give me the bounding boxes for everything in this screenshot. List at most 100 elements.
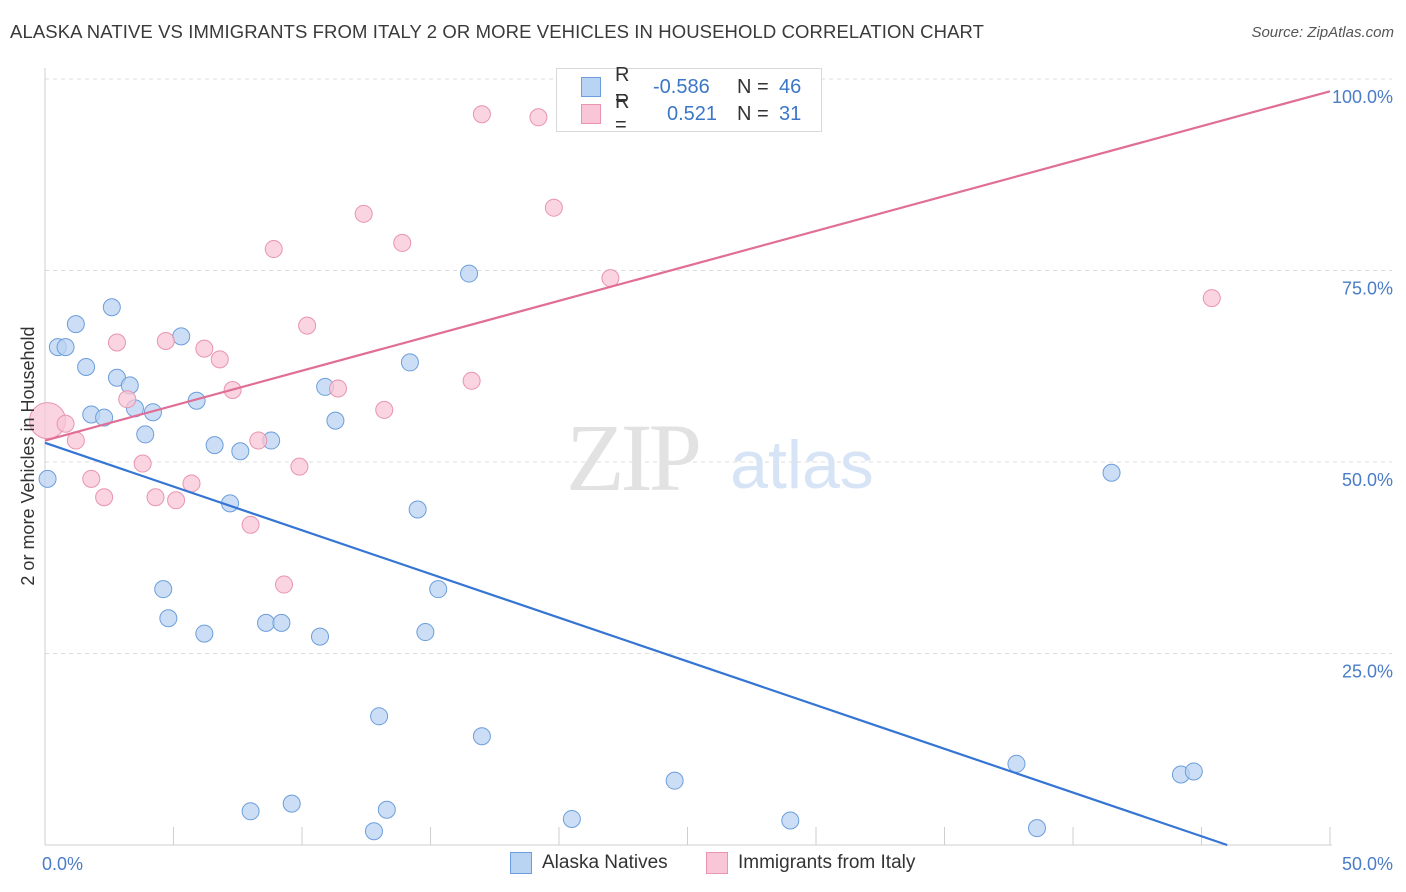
grid-lines bbox=[45, 78, 1392, 654]
point-alaska bbox=[102, 298, 121, 317]
point-alaska bbox=[472, 727, 491, 746]
trend-lines bbox=[44, 90, 1331, 847]
point-alaska bbox=[136, 425, 155, 444]
correlation-legend: R = -0.586 N = 46 R = 0.521 N = 31 bbox=[556, 64, 822, 136]
point-alaska bbox=[205, 436, 224, 455]
series-label-alaska: Alaska Natives bbox=[542, 852, 668, 873]
point-alaska bbox=[1007, 754, 1026, 773]
y-axis-label: 2 or more Vehicles in Household bbox=[18, 326, 38, 585]
series-legend-italy[interactable]: Immigrants from Italy bbox=[706, 852, 915, 874]
legend-row-italy: R = 0.521 N = 31 bbox=[581, 91, 802, 136]
point-alaska bbox=[231, 442, 250, 461]
point-italy bbox=[298, 316, 317, 335]
watermark: ZIP atlas bbox=[566, 404, 874, 511]
point-alaska bbox=[370, 707, 389, 726]
point-alaska bbox=[38, 469, 57, 488]
point-alaska bbox=[400, 353, 419, 372]
series-label-italy: Immigrants from Italy bbox=[738, 852, 916, 873]
legend-n-value: 31 bbox=[779, 102, 802, 125]
point-italy bbox=[118, 390, 137, 409]
point-alaska bbox=[1102, 463, 1121, 482]
x-tick-label-min: 0.0% bbox=[42, 854, 83, 874]
point-italy bbox=[210, 350, 229, 369]
point-italy bbox=[107, 333, 126, 352]
point-alaska bbox=[272, 613, 291, 632]
point-alaska bbox=[665, 771, 684, 790]
point-alaska bbox=[77, 358, 96, 377]
point-italy bbox=[249, 431, 268, 450]
y-tick-label: 100.0% bbox=[1332, 87, 1393, 107]
point-italy bbox=[167, 491, 186, 510]
series-legend-alaska[interactable]: Alaska Natives bbox=[510, 852, 668, 874]
point-alaska bbox=[95, 408, 114, 427]
point-alaska bbox=[154, 580, 173, 599]
point-italy bbox=[472, 105, 491, 124]
point-italy bbox=[375, 400, 394, 419]
point-italy bbox=[195, 339, 214, 358]
trend-line-alaska bbox=[44, 441, 1228, 847]
legend-r-value: 0.521 bbox=[667, 102, 718, 125]
point-alaska bbox=[408, 500, 427, 519]
point-italy bbox=[264, 240, 283, 259]
x-tick-label-max: 50.0% bbox=[1342, 854, 1393, 874]
series-swatch-alaska bbox=[510, 852, 532, 874]
point-alaska bbox=[310, 627, 329, 646]
point-italy bbox=[529, 108, 548, 127]
point-alaska bbox=[326, 411, 345, 430]
legend-r-label: R = bbox=[615, 91, 630, 136]
tick-labels: 25.0% 50.0% 75.0% 100.0% 0.0% 50.0% bbox=[42, 87, 1393, 874]
point-alaska bbox=[429, 580, 448, 599]
point-italy bbox=[462, 371, 481, 390]
y-tick-label: 75.0% bbox=[1342, 279, 1393, 299]
point-italy bbox=[82, 469, 101, 488]
y-tick-label: 25.0% bbox=[1342, 662, 1393, 682]
point-alaska bbox=[66, 315, 85, 334]
trend-line-italy bbox=[44, 90, 1331, 442]
point-italy bbox=[1202, 289, 1221, 308]
watermark-atlas: atlas bbox=[730, 427, 874, 503]
point-italy bbox=[133, 454, 152, 473]
point-italy bbox=[544, 198, 563, 217]
point-alaska bbox=[562, 809, 581, 828]
point-alaska bbox=[56, 338, 75, 357]
legend-swatch-alaska bbox=[581, 77, 601, 97]
point-italy bbox=[95, 488, 114, 507]
point-alaska bbox=[172, 327, 191, 346]
point-italy bbox=[241, 515, 260, 534]
point-alaska bbox=[159, 609, 178, 628]
legend-swatch-italy bbox=[581, 104, 601, 124]
point-italy bbox=[275, 575, 294, 594]
y-tick-label: 50.0% bbox=[1342, 470, 1393, 490]
point-italy bbox=[56, 414, 75, 433]
point-alaska bbox=[364, 822, 383, 841]
legend-r-label: R = bbox=[615, 64, 630, 109]
point-alaska bbox=[460, 264, 479, 283]
point-alaska bbox=[781, 811, 800, 830]
point-alaska bbox=[1184, 762, 1203, 781]
legend-row-alaska: R = -0.586 N = 46 bbox=[581, 64, 802, 109]
point-italy bbox=[156, 331, 175, 350]
point-alaska bbox=[377, 800, 396, 819]
point-italy bbox=[182, 474, 201, 493]
point-alaska bbox=[241, 802, 260, 821]
point-alaska bbox=[282, 794, 301, 813]
point-alaska bbox=[257, 613, 276, 632]
point-italy bbox=[354, 204, 373, 223]
legend-r-value: -0.586 bbox=[653, 75, 710, 98]
point-alaska bbox=[416, 623, 435, 642]
point-italy bbox=[328, 379, 347, 398]
chart-title: ALASKA NATIVE VS IMMIGRANTS FROM ITALY 2… bbox=[10, 21, 985, 42]
legend-n-label: N = bbox=[737, 102, 769, 125]
point-italy bbox=[393, 233, 412, 252]
point-alaska bbox=[195, 624, 214, 643]
watermark-zip: ZIP bbox=[566, 404, 699, 511]
point-alaska bbox=[1028, 819, 1047, 838]
point-italy bbox=[290, 457, 309, 476]
axes bbox=[44, 68, 1332, 846]
data-points bbox=[29, 105, 1221, 841]
source-credit: Source: ZipAtlas.com bbox=[1251, 24, 1394, 41]
series-legend: Alaska Natives Immigrants from Italy bbox=[0, 852, 1406, 878]
legend-n-value: 46 bbox=[779, 75, 802, 98]
point-italy bbox=[146, 488, 165, 507]
